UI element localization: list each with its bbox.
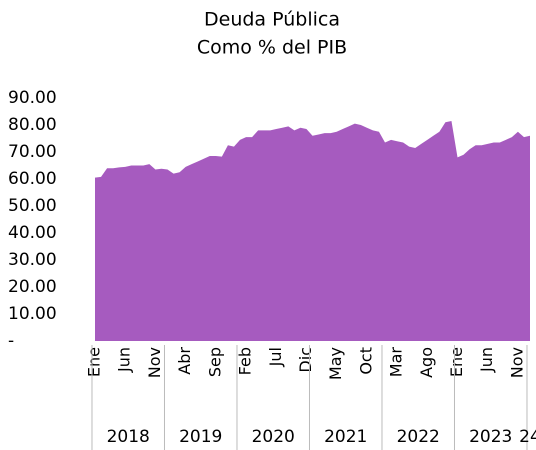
x-tick-label: Sep: [205, 347, 224, 377]
x-group-label: 24: [519, 427, 536, 447]
x-tick-label: Jun: [477, 347, 496, 373]
x-tick-label: Ene: [447, 347, 466, 377]
area: [95, 120, 530, 341]
x-tick-label: Nov: [145, 347, 164, 378]
x-group-label: 2018: [107, 427, 150, 447]
y-tick-label: 60.00: [8, 169, 57, 189]
x-tick-label: May: [326, 347, 345, 380]
x-group-label: 2023: [469, 427, 512, 447]
x-tick-label: Jun: [115, 347, 134, 373]
x-tick-label: Mar: [387, 347, 406, 378]
chart-title: Deuda Pública: [204, 9, 340, 31]
x-tick-label: Oct: [356, 347, 375, 375]
y-tick-label: 40.00: [8, 223, 57, 243]
y-tick-label: 10.00: [8, 304, 57, 324]
x-tick-label: Ago: [417, 347, 436, 378]
y-tick-label: 30.00: [8, 250, 57, 270]
x-tick-label: Jul: [266, 347, 285, 367]
y-tick-label: 80.00: [8, 115, 57, 135]
x-tick-label: Feb: [236, 347, 255, 375]
y-tick-label: 20.00: [8, 277, 57, 297]
x-group-label: 2022: [397, 427, 440, 447]
y-tick-label: 50.00: [8, 196, 57, 216]
x-group-label: 2019: [179, 427, 222, 447]
y-tick-label: 90.00: [8, 88, 57, 108]
x-group-label: 2020: [252, 427, 295, 447]
y-tick-label: -: [8, 331, 14, 351]
x-tick-label: Dic: [296, 347, 315, 373]
x-group-label: 2021: [324, 427, 367, 447]
x-tick-label: Abr: [175, 347, 194, 375]
x-tick-label: Ene: [85, 347, 104, 377]
y-tick-label: 70.00: [8, 142, 57, 162]
chart-subtitle: Como % del PIB: [197, 37, 347, 59]
x-tick-label: Nov: [507, 347, 526, 378]
